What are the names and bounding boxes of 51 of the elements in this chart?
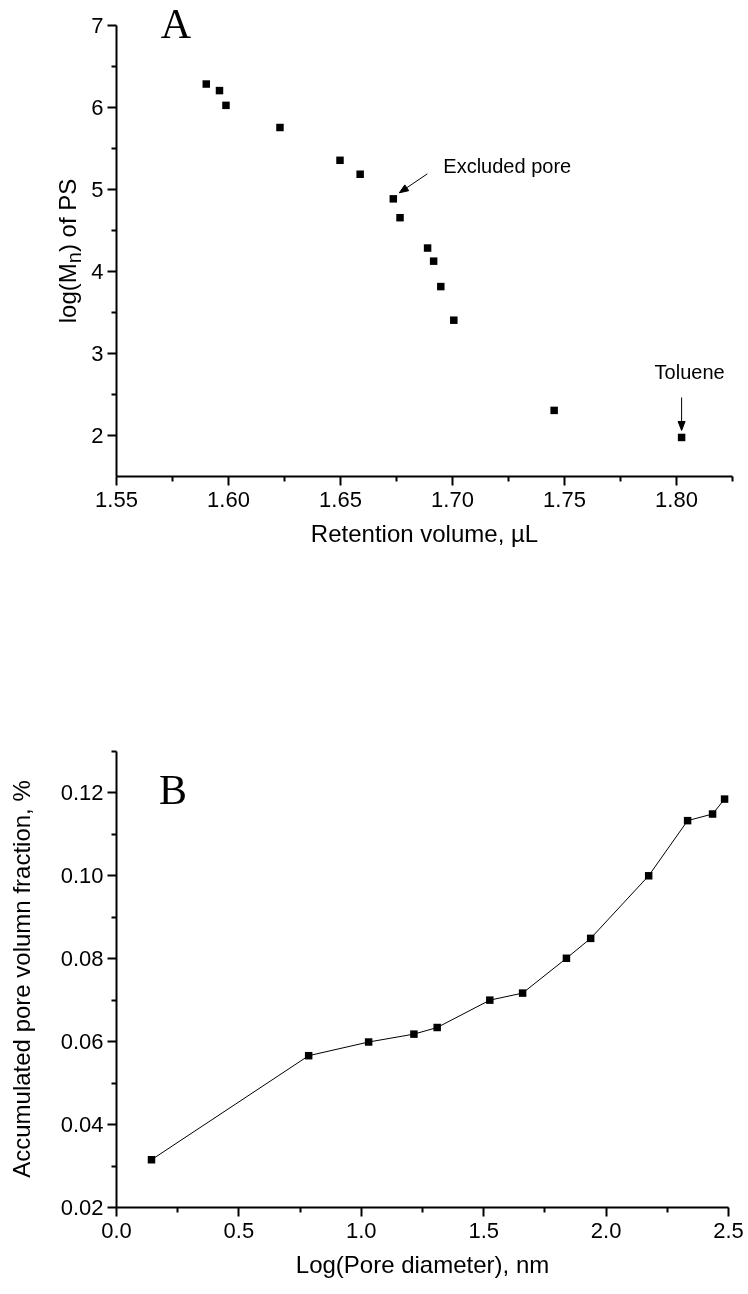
x-tick-label: 2.0 [590, 1217, 622, 1243]
y-tick-label: 0.06 [60, 1028, 104, 1054]
point [276, 123, 284, 132]
x-tick-label: 2.5 [713, 1217, 744, 1243]
point [336, 156, 344, 165]
point [356, 170, 364, 178]
point [423, 244, 432, 252]
y-tick-label: 0.12 [60, 779, 104, 805]
x-tick-label: 1.75 [543, 486, 586, 512]
point [389, 195, 398, 203]
point [429, 257, 438, 265]
x-tick-label: 1.70 [431, 486, 474, 512]
y-tick-label: 0.02 [60, 1194, 104, 1220]
x-axis-title: Log(Pore diameter), nm [295, 1250, 550, 1278]
point [410, 1030, 418, 1038]
y-tick-label: 0.08 [60, 945, 104, 971]
x-tick-label: 1.55 [95, 486, 138, 512]
x-tick-label: 0.0 [101, 1217, 132, 1243]
y-axis-title: Accumulated pore volumn fraction, % [8, 780, 36, 1178]
y-tick-label: 6 [91, 94, 104, 120]
x-axis-title: Retention volume, µL [310, 519, 539, 547]
y-tick-label: 5 [91, 176, 104, 202]
y-tick-label: 2 [91, 422, 104, 448]
point [364, 1038, 373, 1046]
annotation: A [160, 1, 192, 47]
point [550, 406, 558, 415]
y-tick-label: 0.04 [60, 1111, 104, 1137]
point [644, 872, 653, 880]
point [720, 795, 729, 803]
point [433, 1023, 441, 1032]
x-tick-label: 1.60 [207, 486, 250, 512]
y-tick-label: 3 [91, 340, 104, 366]
y-tick-label: 0.10 [60, 862, 104, 888]
x-tick-label: 1.5 [468, 1217, 499, 1243]
point [450, 316, 458, 324]
point [202, 80, 211, 88]
point [486, 996, 494, 1004]
y-tick-label: 4 [91, 258, 104, 284]
x-tick-label: 0.5 [223, 1217, 255, 1243]
annotation: B [158, 767, 188, 813]
x-tick-label: 1.65 [319, 486, 362, 512]
x-tick-label: 1.0 [346, 1217, 377, 1243]
point [222, 101, 230, 110]
annotation: Excluded pore [443, 154, 572, 177]
point [437, 282, 445, 291]
point [708, 810, 717, 818]
point [518, 989, 527, 997]
y-tick-label: 7 [91, 12, 104, 38]
point [396, 213, 404, 222]
x-tick-label: 1.80 [655, 486, 698, 512]
annotation: Toluene [654, 361, 725, 384]
